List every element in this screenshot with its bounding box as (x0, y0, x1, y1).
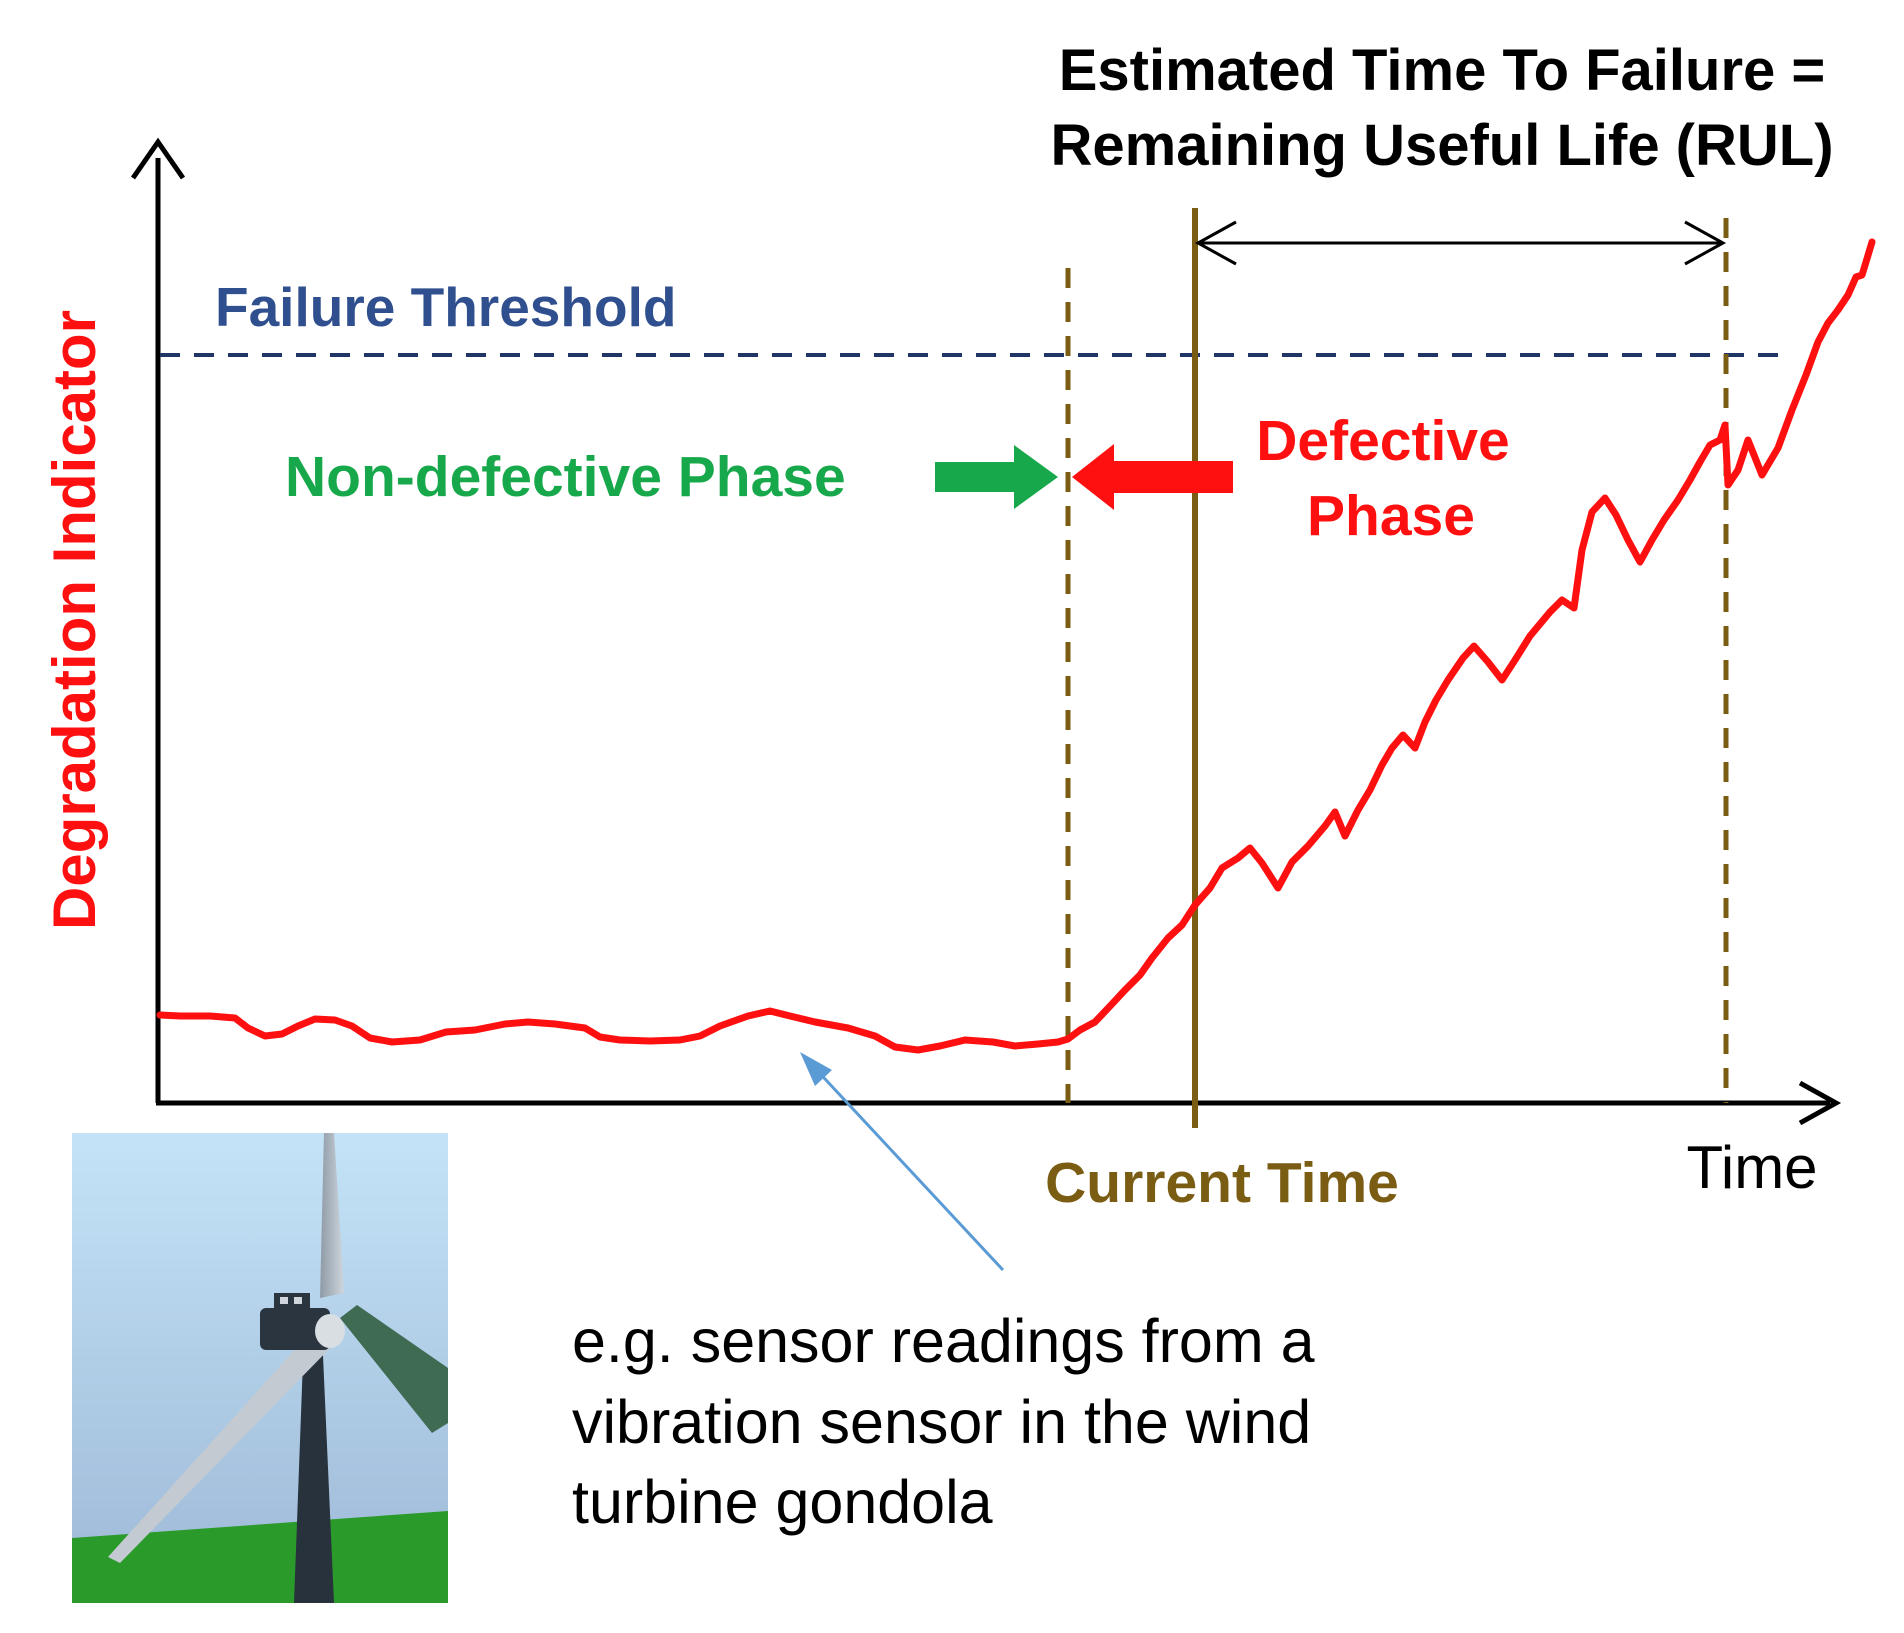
y-axis-arrowhead (130, 137, 186, 180)
rul-double-arrow-icon (1194, 220, 1727, 266)
rul-title-line2: Remaining Useful Life (RUL) (1050, 113, 1833, 178)
green-arrow-icon (935, 445, 1058, 509)
x-axis-label: Time (1686, 1134, 1817, 1201)
caption-line1: e.g. sensor readings from a (572, 1307, 1315, 1375)
current-time-label: Current Time (1045, 1151, 1399, 1215)
rul-title-line1: Estimated Time To Failure = (1059, 38, 1826, 103)
caption-line2: vibration sensor in the wind (572, 1388, 1311, 1456)
red-arrow-icon (1072, 444, 1233, 510)
defective-phase-label-line2: Phase (1307, 484, 1475, 548)
y-axis-label: Degradation Indicator (41, 310, 108, 930)
failure-threshold-label: Failure Threshold (215, 276, 676, 338)
non-defective-phase-label: Non-defective Phase (285, 445, 846, 509)
pointer-arrow-icon (800, 1052, 1005, 1272)
degradation-signal-line (156, 238, 1876, 1054)
defective-phase-label-line1: Defective (1256, 409, 1509, 473)
wind-turbine-icon (72, 1133, 448, 1603)
axes (130, 137, 1842, 1126)
x-axis-arrowhead (1798, 1080, 1842, 1126)
caption-line3: turbine gondola (572, 1468, 993, 1536)
